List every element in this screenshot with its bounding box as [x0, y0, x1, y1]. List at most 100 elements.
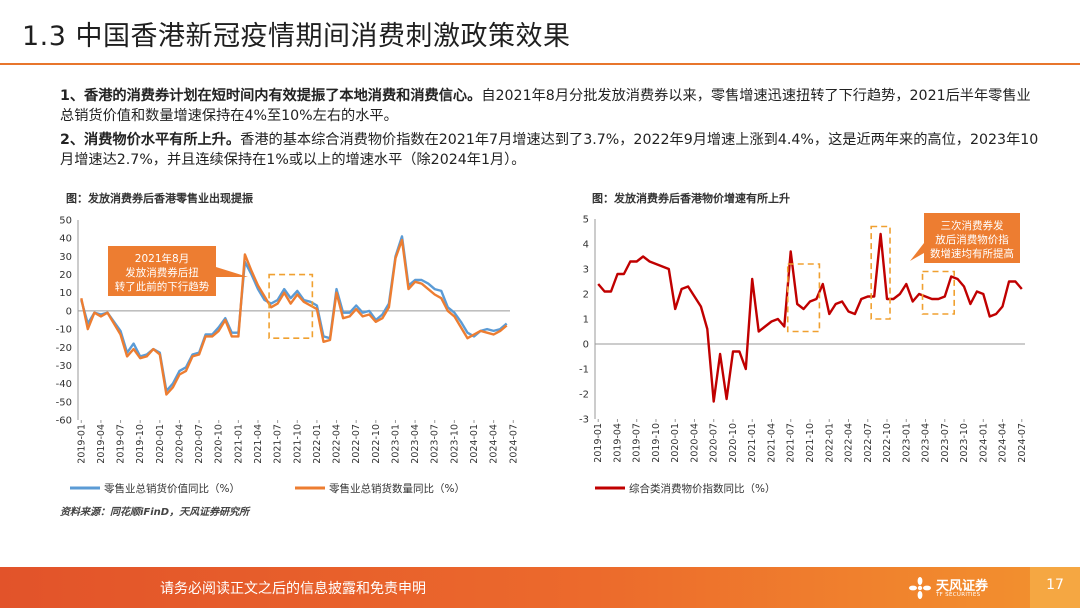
page-number: 17: [1046, 577, 1064, 593]
y-tick-label: 40: [59, 234, 72, 245]
x-tick-label: 2019-01: [76, 424, 87, 464]
source-note: 资料来源：同花顺iFinD，天风证券研究所: [60, 507, 250, 518]
y-tick-label: -30: [56, 361, 72, 372]
x-tick-label: 2023-10: [449, 424, 460, 464]
paragraph-2-lead: 2、消费物价水平有所上升。: [60, 132, 241, 148]
x-tick-label: 2023-01: [901, 423, 912, 463]
annotation-pointer: [910, 243, 924, 261]
annotation-line: 发放消费券后扭: [125, 266, 199, 279]
x-tick-label: 2022-01: [312, 424, 323, 464]
logo-text: 天风证券: [936, 579, 989, 594]
highlight-box-2023: [921, 270, 955, 315]
y-tick-label: -1: [579, 365, 589, 376]
x-tick-label: 2020-07: [709, 423, 720, 463]
x-tick-label: 2019-04: [96, 424, 107, 464]
page-number-box: 17: [1030, 567, 1080, 608]
x-tick-label: 2022-07: [351, 424, 362, 464]
x-tick-label: 2023-04: [410, 424, 421, 464]
highlight-box: [268, 273, 314, 339]
chart-left-title: 图：发放消费券后香港零售业出现提振: [66, 192, 253, 205]
x-tick-label: 2019-07: [116, 424, 127, 464]
y-tick-label: -20: [56, 343, 72, 354]
x-tick-label: 2022-10: [371, 424, 382, 464]
x-tick-label: 2020-01: [670, 423, 681, 463]
x-tick-label: 2021-07: [786, 423, 797, 463]
x-tick-label: 2021-10: [292, 424, 303, 464]
y-tick-label: 5: [583, 215, 589, 226]
x-tick-label: 2021-01: [747, 423, 758, 463]
paragraph-2: 2、消费物价水平有所上升。香港的基本综合消费物价指数在2021年7月增速达到了3…: [60, 130, 1040, 170]
annotation-text: 三次消费券发放后消费物价指数增速均有所提高: [930, 219, 1014, 260]
disclaimer-link[interactable]: 请务必阅读正文之后的信息披露和免责申明: [160, 581, 426, 597]
x-tick-label: 2019-07: [632, 423, 643, 463]
y-tick-label: -60: [56, 416, 72, 427]
legend-label-value: 零售业总销货价值同比（%）: [104, 482, 240, 495]
annotation-pointer: [216, 267, 248, 277]
y-tick-label: 30: [59, 252, 72, 263]
x-tick-label: 2019-10: [135, 424, 146, 464]
title-divider: [0, 63, 1080, 65]
y-tick-label: 4: [583, 240, 589, 251]
y-tick-label: -3: [579, 415, 589, 426]
x-tick-label: 2023-07: [940, 423, 951, 463]
legend-label-cpi: 综合类消费物价指数同比（%）: [629, 482, 775, 495]
annotation-line: 放后消费物价指: [935, 233, 1009, 246]
y-tick-label: 0: [66, 306, 72, 317]
annotation-text: 2021年8月发放消费券后扭转了此前的下行趋势: [115, 252, 210, 293]
x-tick-label: 2020-04: [174, 424, 185, 464]
annotation-box: [108, 246, 216, 296]
x-tick-label: 2020-07: [194, 424, 205, 464]
x-tick-label: 2020-04: [689, 423, 700, 463]
y-tick-label: 1: [583, 315, 589, 326]
y-tick-label: -2: [579, 390, 589, 401]
paragraph-2-body: 香港的基本综合消费物价指数在2021年7月增速达到了3.7%，2022年9月增速…: [60, 132, 1039, 168]
y-tick-label: -40: [56, 379, 72, 390]
y-tick-label: 2: [583, 290, 589, 301]
logo-icon: [909, 577, 931, 599]
footer-bar: 请务必阅读正文之后的信息披露和免责申明 天风证券 TF SECURITIES: [0, 567, 1080, 608]
x-tick-label: 2022-04: [844, 423, 855, 463]
x-tick-label: 2021-10: [805, 423, 816, 463]
x-tick-label: 2024-01: [469, 424, 480, 464]
x-tick-label: 2023-04: [921, 423, 932, 463]
paragraph-1-lead: 1、香港的消费券计划在短时间内有效提振了本地消费和消费信心。: [60, 88, 482, 104]
annotation-line: 转了此前的下行趋势: [115, 280, 210, 293]
y-tick-label: -10: [56, 325, 72, 336]
paragraph-1: 1、香港的消费券计划在短时间内有效提振了本地消费和消费信心。自2021年8月分批…: [60, 86, 1040, 126]
highlight-box-2022: [870, 225, 891, 320]
x-tick-label: 2023-07: [430, 424, 441, 464]
x-tick-label: 2021-07: [273, 424, 284, 464]
page-title: 1.3 中国香港新冠疫情期间消费刺激政策效果: [22, 21, 571, 52]
legend-label-volume: 零售业总销货数量同比（%）: [329, 482, 465, 495]
x-tick-label: 2024-04: [489, 424, 500, 464]
x-tick-label: 2021-04: [253, 424, 264, 464]
highlight-box-2021: [786, 263, 821, 333]
x-tick-label: 2019-10: [651, 423, 662, 463]
retail-chart: 50 40 30 20 10 0 -10 -20 -30 -40 -50 -60 2019-01 2019…: [56, 216, 520, 496]
x-tick-label: 2022-04: [332, 424, 343, 464]
x-tick-label: 2024-07: [508, 424, 519, 464]
x-tick-label: 2022-07: [863, 423, 874, 463]
annotation-line: 数增速均有所提高: [930, 247, 1014, 260]
annotation-line: 2021年8月: [135, 252, 189, 265]
y-tick-label: 10: [59, 288, 72, 299]
x-tick-label: 2023-01: [390, 424, 401, 464]
x-tick-label: 2021-01: [233, 424, 244, 464]
chart-right-title: 图：发放消费券后香港物价增速有所上升: [592, 192, 790, 205]
x-tick-label: 2020-01: [155, 424, 166, 464]
x-tick-label: 2024-04: [998, 423, 1009, 463]
x-tick-label: 2022-01: [824, 423, 835, 463]
annotation-box: [924, 213, 1020, 263]
x-tick-label: 2024-07: [1017, 423, 1028, 463]
cpi-chart: 5 4 3 2 1 0 -1 -2 -3 2019-01 2019-04 2019-07 2019-10…: [579, 213, 1028, 495]
y-tick-label: 0: [583, 340, 589, 351]
paragraph-1-body: 自2021年8月分批发放消费券以来，零售增速迅速扭转了下行趋势，2021后半年零…: [60, 88, 1031, 124]
y-tick-label: 20: [59, 270, 72, 281]
annotation-line: 三次消费券发: [941, 219, 1004, 232]
x-tick-label: 2020-10: [214, 424, 225, 464]
series-line-1: [597, 232, 1023, 403]
logo-subtext: TF SECURITIES: [936, 592, 981, 598]
y-tick-label: -50: [56, 397, 72, 408]
series-line-2: [80, 238, 508, 396]
x-tick-label: 2024-01: [978, 423, 989, 463]
